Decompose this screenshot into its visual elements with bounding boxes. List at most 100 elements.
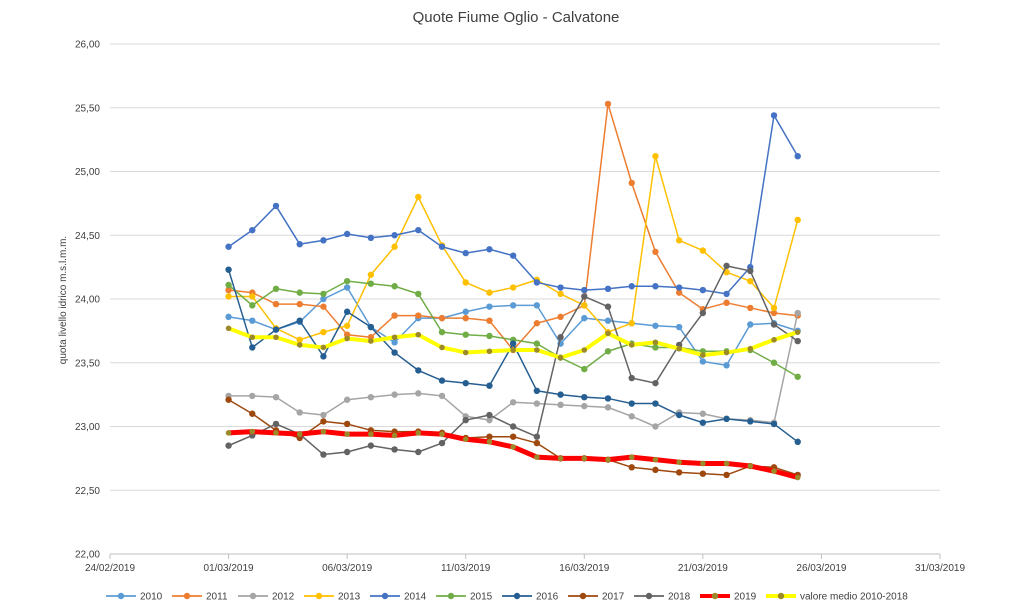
data-point bbox=[296, 240, 303, 248]
legend-item-4[interactable]: 2013 bbox=[304, 592, 361, 603]
legend-label: 2017 bbox=[602, 592, 625, 603]
data-point bbox=[320, 328, 327, 336]
legend-item-6[interactable]: 2015 bbox=[436, 592, 493, 603]
data-point bbox=[438, 377, 446, 384]
data-point bbox=[272, 420, 280, 428]
data-point bbox=[581, 293, 588, 300]
y-axis-label: quota livello idrico m.s.l.m.m. bbox=[58, 236, 69, 364]
series-10 bbox=[225, 428, 801, 481]
data-point bbox=[272, 202, 280, 210]
y-tick-label: 23,50 bbox=[75, 358, 100, 369]
data-point bbox=[581, 314, 588, 322]
data-point bbox=[675, 323, 683, 331]
data-point bbox=[581, 286, 588, 294]
y-tick-labels: 22,00 22,50 23,00 23,50 24,00 24,50 25,00 25,50… bbox=[75, 40, 100, 561]
data-point bbox=[652, 322, 659, 329]
data-point bbox=[438, 439, 446, 447]
data-point bbox=[581, 402, 588, 410]
data-point bbox=[604, 285, 612, 292]
data-point bbox=[794, 438, 801, 445]
data-point bbox=[533, 400, 541, 407]
data-point bbox=[794, 216, 801, 224]
data-point bbox=[391, 312, 398, 319]
data-point bbox=[225, 442, 232, 449]
data-point bbox=[509, 433, 517, 440]
data-point bbox=[391, 339, 398, 346]
data-point bbox=[225, 281, 232, 289]
data-point bbox=[391, 243, 398, 250]
data-point bbox=[344, 335, 350, 342]
data-point bbox=[415, 193, 422, 201]
y-tick-label: 26,00 bbox=[75, 40, 100, 51]
data-point bbox=[272, 393, 280, 401]
data-point bbox=[557, 284, 564, 291]
data-point bbox=[343, 230, 351, 238]
data-point bbox=[771, 468, 777, 474]
data-point bbox=[723, 290, 730, 298]
data-point bbox=[343, 308, 351, 315]
data-point bbox=[676, 345, 682, 352]
legend-item-10[interactable]: 2019 bbox=[700, 592, 757, 603]
data-point bbox=[747, 277, 754, 285]
legend-swatch-marker bbox=[777, 592, 785, 600]
data-point bbox=[794, 329, 801, 335]
legend-item-8[interactable]: 2017 bbox=[568, 592, 625, 603]
chart-title: Quote Fiume Oglio - Calvatone bbox=[413, 9, 620, 26]
legend-swatch-marker bbox=[513, 592, 521, 600]
data-point bbox=[533, 279, 541, 286]
data-point bbox=[320, 428, 327, 435]
data-point bbox=[557, 290, 564, 298]
data-point bbox=[296, 431, 303, 437]
data-point bbox=[391, 232, 398, 239]
data-point bbox=[320, 290, 327, 298]
legend-label: 2014 bbox=[404, 592, 427, 603]
data-point bbox=[391, 334, 398, 341]
data-point bbox=[486, 348, 493, 355]
data-point bbox=[249, 317, 256, 324]
legend-item-1[interactable]: 2010 bbox=[106, 592, 163, 603]
y-tick-label: 24,00 bbox=[75, 295, 100, 306]
data-point bbox=[391, 391, 398, 398]
data-point bbox=[462, 249, 469, 257]
data-point bbox=[225, 430, 232, 436]
legend[interactable]: 2010 2011 2012 2013 2014 2015 2016 2017 2018 2019… bbox=[106, 592, 908, 603]
data-point bbox=[604, 348, 612, 355]
gridlines bbox=[110, 43, 940, 555]
legend-item-3[interactable]: 2012 bbox=[238, 592, 295, 603]
series-5 bbox=[225, 112, 801, 298]
data-point bbox=[675, 411, 683, 419]
y-tick-label: 25,50 bbox=[75, 103, 100, 114]
data-point bbox=[249, 392, 256, 400]
data-point bbox=[415, 430, 422, 436]
data-point bbox=[343, 284, 351, 291]
data-point bbox=[628, 400, 635, 407]
data-point bbox=[581, 365, 588, 373]
data-point bbox=[628, 374, 635, 382]
x-tick-label: 21/03/2019 bbox=[678, 563, 728, 574]
data-point bbox=[794, 337, 801, 345]
legend-label: 2012 bbox=[272, 592, 295, 603]
data-point bbox=[652, 344, 659, 351]
data-point bbox=[699, 358, 707, 365]
data-point bbox=[604, 317, 612, 324]
x-tick-label: 11/03/2019 bbox=[441, 563, 491, 574]
data-point bbox=[675, 289, 683, 296]
data-point bbox=[249, 293, 256, 300]
data-point bbox=[652, 153, 659, 160]
data-point bbox=[723, 362, 730, 369]
data-point bbox=[415, 331, 422, 338]
legend-item-11[interactable]: valore medio 2010-2018 bbox=[766, 592, 908, 603]
data-point bbox=[723, 471, 730, 479]
data-point bbox=[415, 290, 422, 298]
data-point bbox=[296, 409, 303, 416]
legend-item-9[interactable]: 2018 bbox=[634, 592, 691, 603]
legend-swatch-marker bbox=[579, 592, 587, 600]
data-point bbox=[462, 308, 469, 315]
data-point bbox=[605, 456, 611, 463]
data-point bbox=[486, 411, 493, 419]
data-point bbox=[771, 337, 777, 343]
data-point bbox=[486, 246, 493, 253]
legend-item-2[interactable]: 2011 bbox=[172, 592, 228, 603]
legend-item-5[interactable]: 2014 bbox=[370, 592, 427, 603]
legend-item-7[interactable]: 2016 bbox=[502, 592, 559, 603]
